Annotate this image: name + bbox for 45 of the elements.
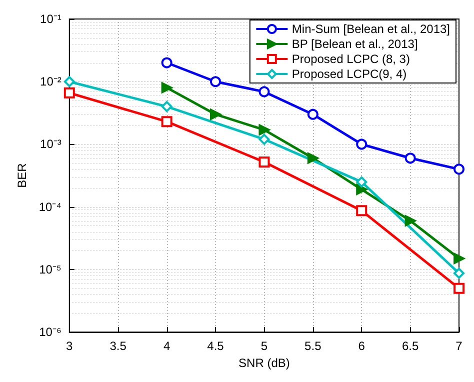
x-tick-label: 5 bbox=[260, 339, 268, 354]
point bbox=[356, 138, 368, 150]
point bbox=[64, 76, 75, 88]
point bbox=[258, 124, 270, 136]
point bbox=[258, 86, 270, 98]
legend-label: Min-Sum [Belean et al., 2013] bbox=[292, 22, 450, 36]
point bbox=[356, 176, 368, 188]
point bbox=[404, 152, 416, 164]
point bbox=[161, 116, 172, 128]
legend-label: Proposed LCPC (8, 3) bbox=[292, 52, 410, 66]
x-axis-title: SNR (dB) bbox=[238, 356, 290, 370]
point bbox=[210, 108, 221, 120]
y-tick-label: 10⁻⁶ bbox=[39, 325, 62, 340]
point bbox=[356, 205, 368, 216]
x-tick-label: 3 bbox=[66, 339, 74, 354]
y-tick-label: 10⁻⁵ bbox=[39, 262, 62, 276]
point bbox=[161, 57, 172, 68]
legend-label: Proposed LCPC(9, 4) bbox=[292, 67, 407, 81]
y-tick-label: 10⁻⁴ bbox=[38, 200, 62, 214]
point bbox=[454, 282, 464, 294]
x-tick-label: 4.5 bbox=[207, 339, 224, 354]
point bbox=[307, 152, 318, 164]
x-tick-label: 5.5 bbox=[304, 339, 322, 354]
x-tick-label: 7 bbox=[456, 339, 463, 354]
point bbox=[404, 215, 416, 226]
x-tick-label: 6 bbox=[358, 339, 366, 354]
y-tick-label: 10⁻³ bbox=[40, 137, 62, 152]
x-tick-label: 6.5 bbox=[402, 339, 419, 354]
legend-label: BP [Belean et al., 2013] bbox=[292, 37, 418, 51]
y-tick-label: 10⁻² bbox=[40, 74, 62, 89]
x-tick-label: 4 bbox=[163, 339, 170, 354]
y-axis-title: BER bbox=[15, 162, 29, 188]
point bbox=[161, 82, 172, 94]
point bbox=[454, 268, 464, 279]
point bbox=[307, 108, 318, 120]
point bbox=[258, 134, 270, 145]
x-tick-label: 3.5 bbox=[110, 339, 127, 354]
point bbox=[356, 184, 368, 195]
y-tick-label: 10⁻¹ bbox=[40, 12, 62, 26]
point bbox=[210, 76, 221, 88]
point bbox=[161, 101, 172, 112]
point bbox=[258, 156, 270, 168]
point bbox=[454, 164, 464, 175]
point bbox=[454, 252, 464, 264]
point bbox=[64, 87, 75, 98]
